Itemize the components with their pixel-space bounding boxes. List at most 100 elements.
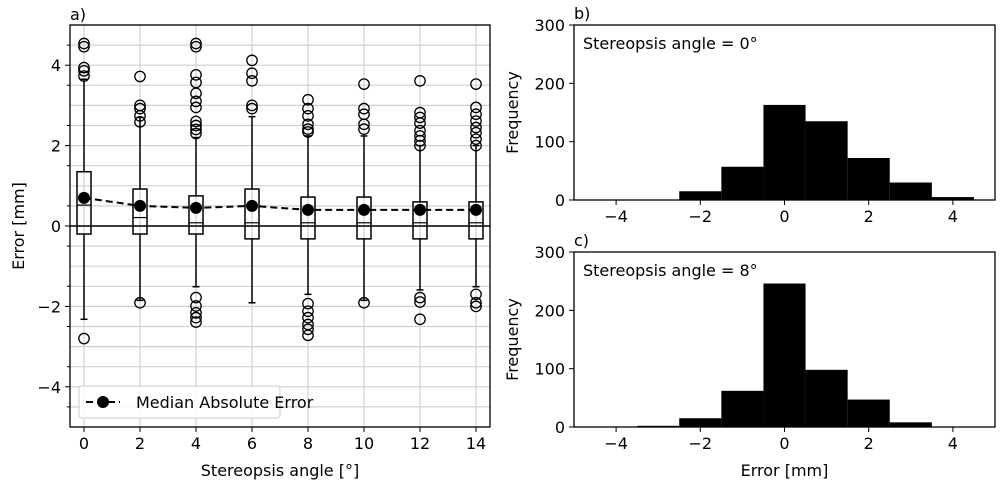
outlier [246,67,258,80]
outlier [358,118,370,131]
outlier [414,296,426,308]
outlier [358,78,370,90]
y-tick-label: 100 [534,360,565,379]
outlier [358,296,370,309]
outlier [414,75,426,87]
y-tick-label: 200 [534,301,565,320]
outlier [302,93,314,106]
histogram-bar [679,418,722,427]
outlier [302,102,314,115]
box-14 [468,78,484,313]
outlier [190,306,202,319]
legend-box [78,385,281,419]
legend: Median Absolute Error [78,385,314,419]
outlier [470,133,482,146]
x-tick-label: 0 [779,207,789,226]
box [188,195,204,235]
mae-point [470,203,482,216]
histogram-bar [847,158,890,200]
histogram-bar [721,390,764,427]
y-axis-label: Error [mm] [9,182,28,270]
outlier [134,296,146,309]
outlier [246,75,258,87]
x-tick-label: 12 [410,434,430,453]
x-tick-label: −2 [689,434,713,453]
panel-b: 0 100 200 300 −4 −2 0 2 4 Stereopsis angle = 0° b)… [503,4,996,226]
x-tick-label: −4 [604,207,628,226]
box [412,201,428,240]
y-tick-label: 300 [534,243,565,262]
y-axis-label: Frequency [503,298,522,381]
outlier [414,313,426,326]
y-tick-label: −2 [37,297,61,316]
histogram-bar [889,182,932,200]
box [132,188,148,235]
y-tick-label: 100 [534,133,565,152]
x-tick-label: 4 [948,207,958,226]
x-tick-label: 4 [191,434,201,453]
box-10 [356,78,372,309]
histogram-bar [847,399,890,427]
x-tick-label: 4 [948,434,958,453]
y-tick-label: 2 [51,137,61,156]
outlier [246,54,258,67]
outlier [246,99,258,112]
x-tick-label: 6 [247,434,257,453]
outlier [302,123,314,135]
box-0 [76,37,92,345]
outlier [414,139,426,152]
histogram-bar [931,197,974,200]
y-tick-label: 300 [534,16,565,35]
outlier [470,126,482,139]
outlier [470,101,482,114]
outlier [414,134,426,147]
outlier [470,121,482,134]
mae-point [414,203,426,216]
outlier [190,311,202,324]
outlier [190,119,202,132]
outlier [470,115,482,127]
box-6 [244,54,260,304]
histogram-bar [805,121,848,200]
box [244,188,260,240]
y-tick-label: 0 [51,217,61,236]
outlier [358,102,370,115]
outlier [302,323,314,336]
panel-label: c) [574,231,589,250]
x-tick-label: 14 [466,434,486,453]
panel-a: −4 −2 0 2 4 0 2 4 6 8 10 12 14 Stereopsis angle [°] Er… [9,5,491,480]
outlier [470,296,482,309]
outlier [78,70,90,82]
box [356,196,372,240]
panel-label: b) [574,4,590,23]
outlier [302,126,314,138]
outlier [78,61,90,74]
y-tick-label: 0 [555,418,565,437]
outlier [302,305,314,318]
x-axis-label: Error [mm] [741,461,829,480]
outlier [190,115,202,128]
outlier [358,123,370,135]
y-tick-label: −4 [37,378,61,397]
outlier [302,311,314,324]
box [76,170,92,235]
box-12 [412,75,428,326]
legend-marker [97,396,109,408]
outlier [134,110,146,122]
outlier [414,291,426,304]
outlier [302,118,314,131]
histogram-bar [805,369,848,427]
mae-point [358,203,370,216]
outlier [78,40,90,53]
outlier [134,102,146,115]
outlier [78,37,90,50]
outlier [302,110,314,122]
outlier [190,101,202,114]
annotation: Stereopsis angle = 0° [583,34,758,53]
outlier [470,300,482,313]
mae-point [246,199,258,212]
annotation: Stereopsis angle = 8° [583,261,758,280]
outlier [134,70,146,83]
outlier [190,87,202,100]
